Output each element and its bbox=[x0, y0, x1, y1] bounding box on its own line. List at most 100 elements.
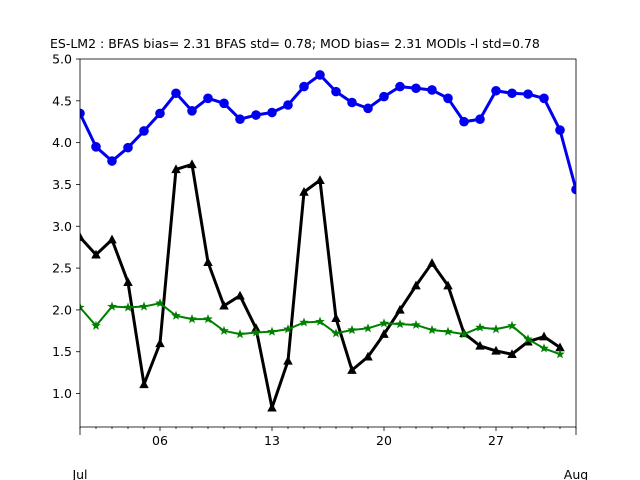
data-point bbox=[491, 324, 501, 334]
data-point bbox=[411, 319, 421, 330]
data-point bbox=[107, 301, 117, 311]
data-point bbox=[187, 159, 197, 169]
data-point bbox=[395, 81, 405, 92]
chart-title: ES-LM2 : BFAS bias= 2.31 BFAS std= 0.78;… bbox=[50, 36, 540, 51]
data-point bbox=[507, 88, 517, 99]
data-point bbox=[475, 322, 485, 332]
data-point bbox=[80, 302, 85, 312]
data-point bbox=[459, 116, 469, 127]
data-point bbox=[203, 314, 213, 324]
data-point bbox=[475, 114, 485, 125]
data-point bbox=[107, 234, 117, 244]
data-point bbox=[395, 304, 405, 314]
data-point bbox=[491, 345, 501, 355]
series-line-0 bbox=[80, 73, 576, 190]
data-point bbox=[283, 324, 293, 334]
data-point bbox=[315, 175, 325, 185]
data-point bbox=[299, 81, 309, 92]
data-point bbox=[427, 258, 437, 267]
data-point bbox=[411, 83, 421, 94]
data-point bbox=[443, 93, 453, 104]
data-point bbox=[203, 93, 213, 104]
data-point bbox=[267, 402, 277, 412]
data-point bbox=[155, 338, 165, 348]
data-point bbox=[555, 125, 565, 135]
data-point bbox=[171, 88, 181, 99]
data-point bbox=[331, 313, 341, 323]
data-point bbox=[363, 323, 373, 333]
y-tick-label: 4.0 bbox=[52, 135, 72, 150]
data-point bbox=[219, 325, 229, 335]
data-point bbox=[91, 142, 101, 152]
data-point bbox=[80, 108, 85, 119]
data-point bbox=[331, 328, 341, 338]
data-point bbox=[155, 108, 165, 119]
data-point bbox=[219, 98, 229, 109]
data-point bbox=[203, 257, 213, 266]
data-point bbox=[443, 326, 453, 336]
data-point bbox=[251, 110, 261, 120]
data-point bbox=[427, 324, 437, 335]
data-point bbox=[171, 164, 181, 174]
data-point bbox=[491, 85, 501, 96]
data-point bbox=[347, 365, 357, 374]
data-point bbox=[331, 86, 341, 97]
data-point bbox=[123, 302, 133, 312]
data-point bbox=[363, 103, 373, 114]
data-point bbox=[379, 329, 389, 338]
data-point bbox=[91, 320, 101, 330]
data-point bbox=[379, 91, 389, 102]
y-tick-label: 3.5 bbox=[52, 177, 72, 192]
y-tick-label: 1.5 bbox=[52, 344, 72, 359]
series-line-1 bbox=[80, 162, 561, 410]
data-point bbox=[283, 355, 293, 365]
data-point bbox=[507, 349, 517, 358]
data-point bbox=[379, 318, 389, 328]
x-month-label: Aug bbox=[564, 467, 588, 480]
data-point bbox=[123, 142, 133, 153]
series-line-2 bbox=[80, 302, 561, 356]
data-point bbox=[299, 186, 309, 196]
y-tick-label: 3.0 bbox=[52, 219, 72, 234]
data-point bbox=[267, 326, 277, 336]
data-point bbox=[459, 329, 469, 339]
data-point bbox=[235, 329, 245, 339]
data-point bbox=[443, 280, 453, 290]
data-point bbox=[571, 184, 576, 195]
plot-frame bbox=[79, 58, 577, 428]
data-point bbox=[107, 156, 117, 166]
y-tick-label: 4.5 bbox=[52, 93, 72, 108]
data-point bbox=[155, 298, 165, 308]
data-point bbox=[283, 100, 293, 110]
data-point bbox=[555, 342, 565, 352]
data-point bbox=[315, 70, 325, 80]
data-point bbox=[395, 319, 405, 329]
data-point bbox=[347, 97, 357, 108]
data-point bbox=[539, 93, 549, 104]
data-point bbox=[139, 126, 149, 136]
data-point bbox=[123, 277, 133, 287]
x-tick-label: 06 bbox=[152, 433, 168, 448]
data-point bbox=[139, 301, 149, 311]
data-point bbox=[411, 280, 421, 290]
data-point bbox=[187, 314, 197, 324]
data-point bbox=[539, 331, 549, 341]
data-point bbox=[555, 349, 565, 359]
data-point bbox=[523, 89, 533, 99]
y-tick-label: 2.5 bbox=[52, 261, 72, 276]
data-point bbox=[507, 320, 517, 330]
y-tick-label: 2.0 bbox=[52, 302, 72, 317]
x-tick-label: 27 bbox=[488, 433, 504, 448]
x-tick-label: 20 bbox=[376, 433, 392, 448]
data-point bbox=[80, 232, 85, 241]
data-point bbox=[235, 114, 245, 125]
data-point bbox=[171, 310, 181, 320]
data-point bbox=[267, 107, 277, 118]
data-point bbox=[187, 106, 197, 116]
y-tick-label: 5.0 bbox=[52, 52, 72, 67]
data-point bbox=[523, 334, 533, 344]
data-point bbox=[235, 290, 245, 300]
data-point bbox=[139, 379, 149, 389]
data-point bbox=[363, 351, 373, 361]
